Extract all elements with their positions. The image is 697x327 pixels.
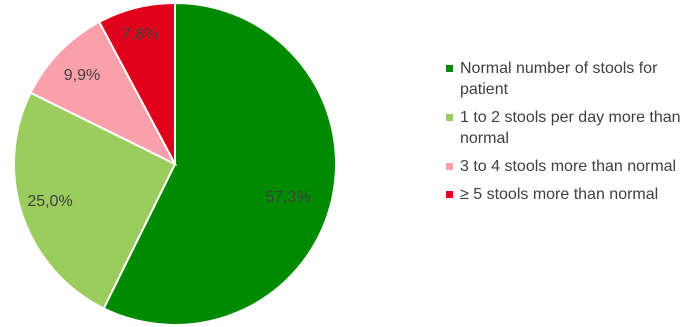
pie-slice	[13, 91, 177, 310]
chart-legend: Normal number of stools for patient 1 to…	[446, 58, 696, 212]
legend-label: 3 to 4 stools more than normal	[460, 158, 677, 175]
legend-item-5-or-more: ≥ 5 stools more than normal	[446, 184, 696, 205]
legend-item-normal: Normal number of stools for patient	[446, 58, 696, 100]
slice-value-label: 57,3%	[265, 189, 310, 206]
legend-marker-icon	[446, 65, 453, 72]
slice-value-label: 25,0%	[27, 193, 72, 210]
legend-marker-icon	[446, 191, 453, 198]
legend-label: Normal number of stools for patient	[460, 60, 658, 98]
legend-marker-icon	[446, 163, 453, 170]
legend-item-3-to-4: 3 to 4 stools more than normal	[446, 156, 696, 177]
legend-label: ≥ 5 stools more than normal	[460, 186, 659, 203]
legend-label: 1 to 2 stools per day more than normal	[460, 109, 681, 147]
slice-value-label: 7,8%	[122, 26, 158, 43]
pie-slices	[13, 1, 338, 326]
slice-value-label: 9,9%	[64, 67, 100, 84]
pie-value-labels: 57,3% 25,0% 9,9% 7,8%	[27, 26, 310, 210]
pie-slice	[102, 1, 338, 326]
legend-item-1-to-2: 1 to 2 stools per day more than normal	[446, 107, 696, 149]
legend-marker-icon	[446, 114, 453, 121]
pie-slice	[29, 20, 178, 167]
pie-slice	[97, 1, 176, 165]
